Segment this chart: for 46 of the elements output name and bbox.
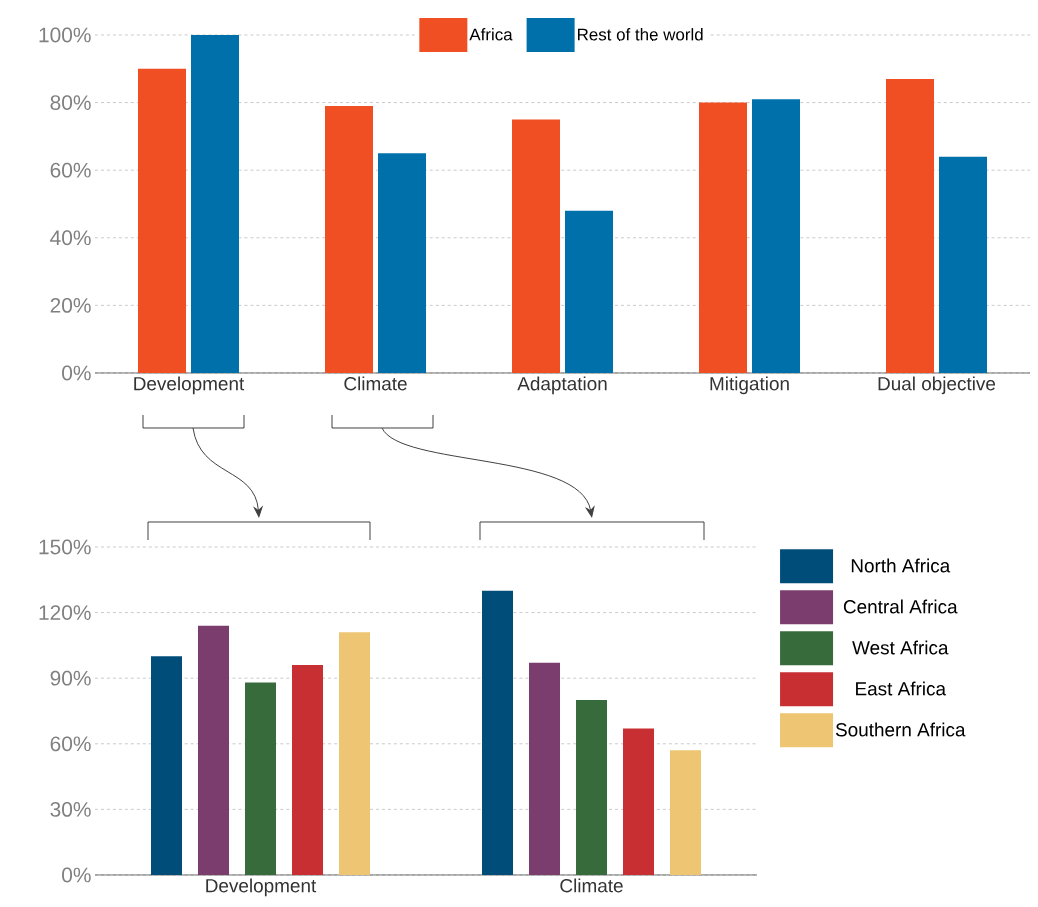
x-tick-label: Dual objective [878, 376, 996, 395]
bar [699, 102, 748, 373]
x-tick-label: Mitigation [710, 376, 789, 395]
legend-label: Southern Africa [835, 722, 966, 737]
bar [198, 625, 230, 875]
bar [151, 656, 183, 875]
x-tick-label: Adaptation [517, 376, 607, 395]
x-tick-label: Climate [344, 376, 407, 391]
bar [512, 119, 561, 373]
bar [939, 156, 988, 373]
y-tick-label: 120% [39, 605, 91, 620]
bar [752, 99, 801, 373]
bar [138, 68, 187, 373]
bar [245, 682, 277, 875]
y-tick-label: 0% [62, 365, 91, 381]
bar [576, 700, 608, 875]
bar [191, 34, 240, 373]
y-tick-label: 40% [50, 230, 91, 246]
y-tick-label: 0% [62, 867, 91, 883]
legend-label: Central Africa [843, 599, 958, 614]
legend-label: West Africa [852, 640, 949, 655]
bar [378, 153, 427, 373]
bar [339, 632, 371, 875]
y-tick-label: 60% [50, 162, 91, 178]
legend-label: Rest of the world [577, 28, 703, 41]
bar [886, 78, 935, 373]
bar [292, 665, 324, 875]
x-tick-label: Climate [560, 878, 623, 893]
legend-label: East Africa [856, 681, 947, 696]
y-tick-label: 60% [50, 736, 91, 752]
y-tick-label: 20% [50, 297, 91, 313]
bar [565, 210, 614, 373]
bar [670, 750, 702, 875]
legend-label: Africa [469, 28, 513, 41]
x-tick-label: Development [206, 878, 317, 897]
y-tick-label: 100% [39, 27, 91, 43]
y-tick-label: 90% [50, 670, 91, 686]
bar [325, 105, 374, 373]
y-tick-label: 80% [50, 95, 91, 110]
bar [529, 662, 561, 875]
x-tick-label: Development [134, 376, 245, 395]
y-tick-label: 30% [50, 801, 91, 817]
y-tick-label: 150% [39, 539, 91, 555]
bar [623, 728, 655, 875]
legend-label: North Africa [851, 558, 951, 573]
bar [482, 590, 514, 875]
